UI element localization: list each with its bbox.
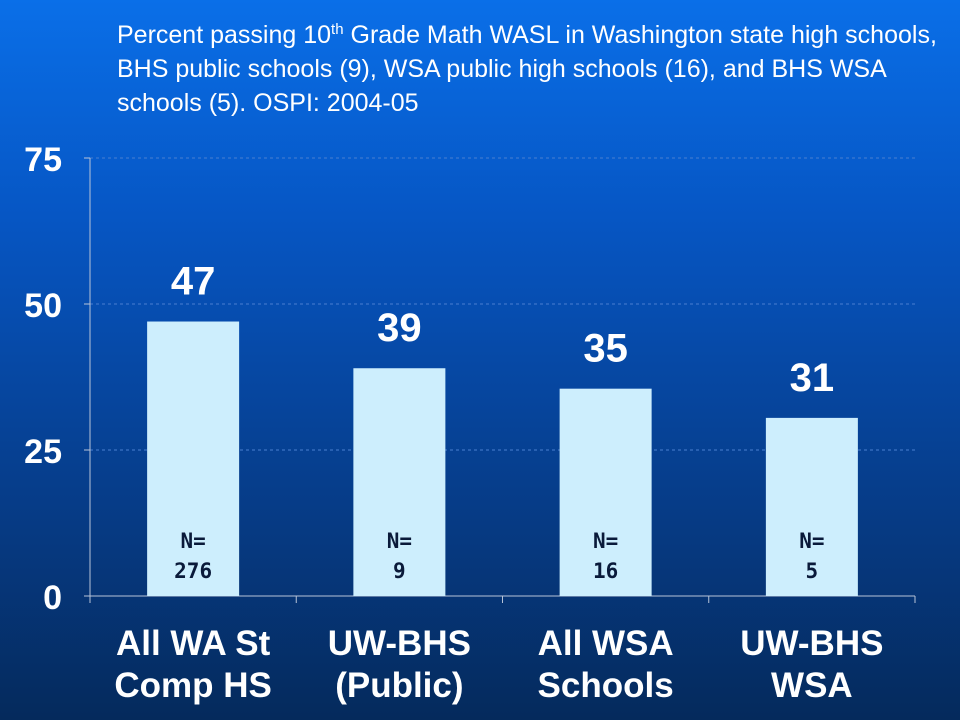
y-tick-label: 0 [43, 579, 62, 617]
n-label: N= [387, 529, 412, 553]
chart-title-superscript: th [331, 21, 344, 38]
data-label: 35 [583, 327, 628, 371]
bar [559, 388, 652, 596]
chart-title-rest: Grade Math WASL in Washington state high… [117, 21, 937, 117]
category-label: All WA St [116, 624, 271, 663]
category-label: UW-BHS [740, 624, 883, 663]
bar [765, 417, 858, 596]
chart-title-main: Percent passing 10 [117, 21, 332, 49]
data-label: 47 [171, 260, 216, 304]
bar [147, 321, 240, 596]
y-tick-label: 75 [24, 141, 62, 179]
category-label: UW-BHS [328, 624, 471, 663]
n-label: 16 [593, 559, 618, 583]
category-label: Comp HS [114, 666, 272, 705]
data-label: 39 [377, 306, 422, 350]
n-label: 5 [806, 559, 819, 583]
y-tick-label: 25 [24, 433, 62, 471]
chart-title: Percent passing 10th Grade Math WASL in … [117, 18, 947, 120]
category-label: Schools [538, 666, 674, 705]
bar [353, 368, 446, 596]
category-label: WSA [771, 666, 853, 705]
n-label: N= [593, 529, 618, 553]
data-label: 31 [790, 356, 835, 400]
n-label: 9 [393, 559, 406, 583]
n-label: N= [180, 529, 205, 553]
category-label: (Public) [335, 666, 463, 705]
category-label: All WSA [538, 624, 674, 663]
n-label: N= [799, 529, 824, 553]
y-tick-label: 50 [24, 287, 62, 325]
n-label: 276 [174, 559, 212, 583]
